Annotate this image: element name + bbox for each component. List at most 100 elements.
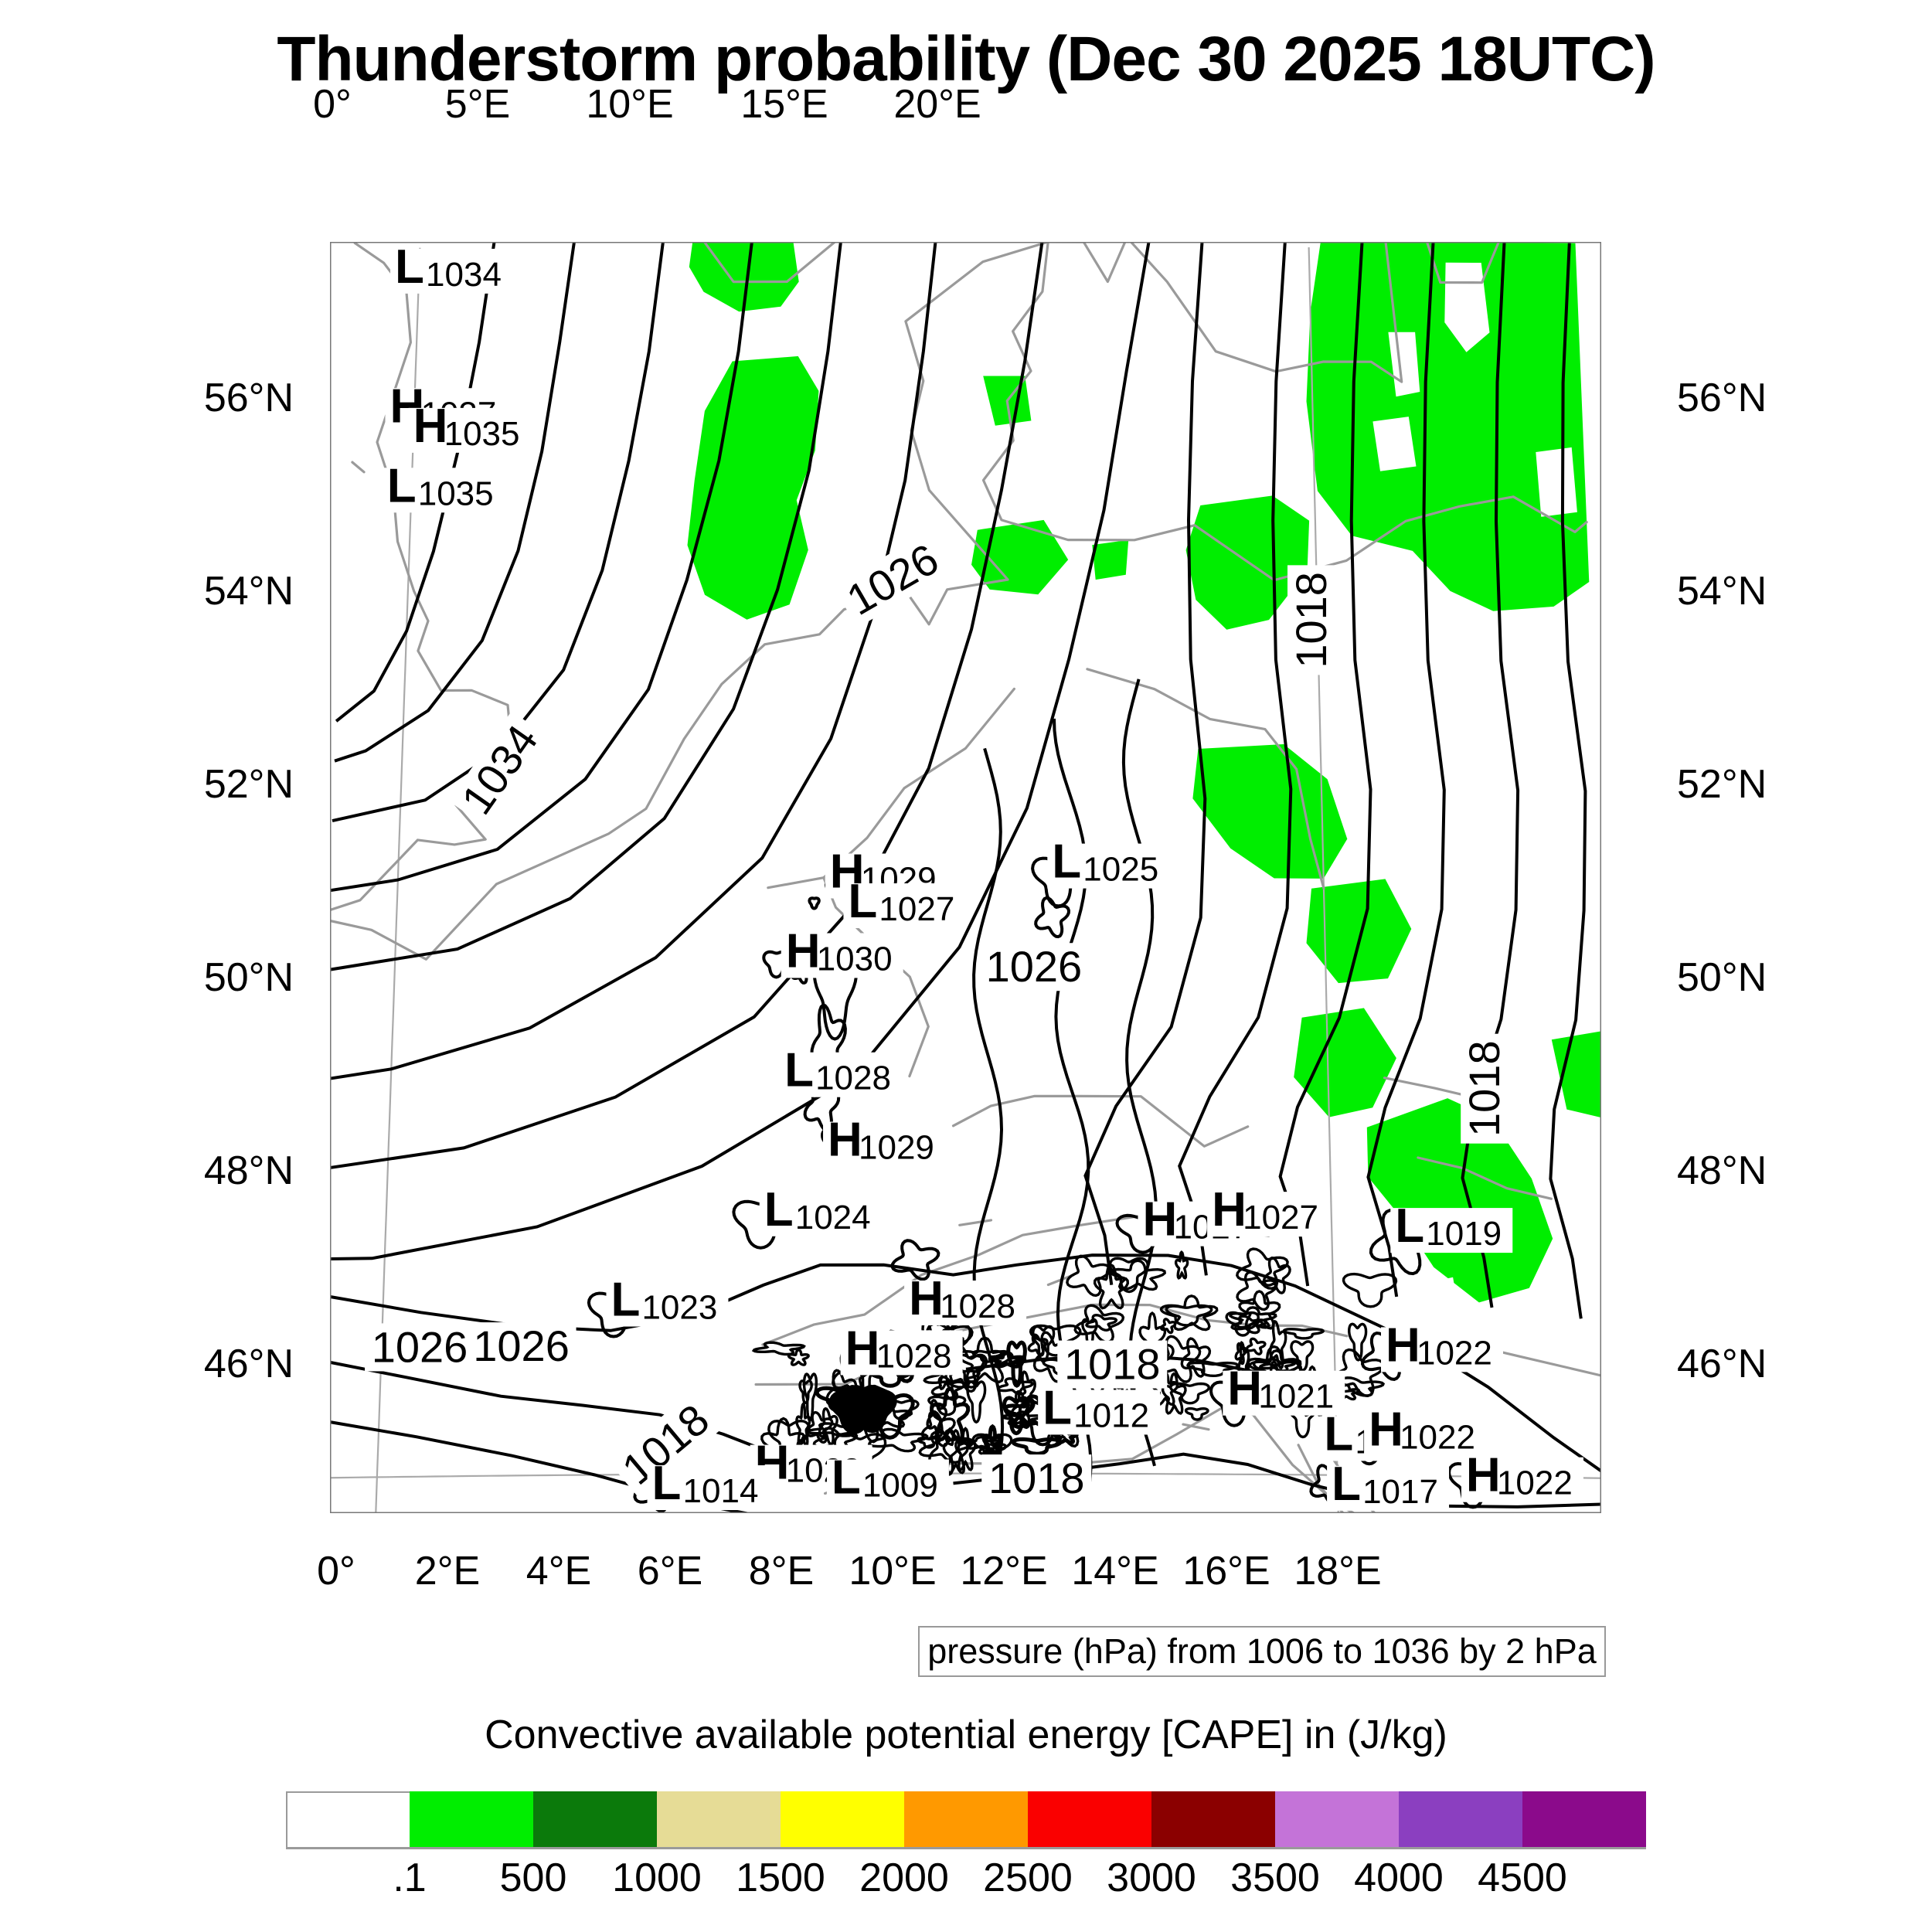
colorbar-segment-9 (1399, 1791, 1522, 1847)
pressure-extremum-value-2: 1035 (444, 415, 520, 453)
bottom-tick-2: 4°E (526, 1549, 592, 1594)
top-tick-3: 15°E (740, 82, 828, 127)
pressure-extremum-type-26: H (1466, 1449, 1501, 1502)
bottom-tick-7: 14°E (1071, 1549, 1159, 1594)
left-tick-1: 54°N (203, 569, 294, 614)
right-tick-0: 56°N (1677, 376, 1767, 420)
extremum-bg-24 (647, 1465, 770, 1511)
contour-label-bg-9 (981, 1454, 1092, 1503)
isobar-east-alpine-51 (1290, 1340, 1315, 1372)
isobar-alpine-56 (996, 1377, 1035, 1396)
colorbar-segment-1 (410, 1791, 533, 1847)
pressure-extremum-type-15: H (909, 1272, 944, 1325)
extremum-bg-12 (1207, 1192, 1330, 1237)
contour-label-bg-4 (1461, 1033, 1509, 1144)
isobar-east-alpine-54 (1180, 1337, 1212, 1378)
isobar-alpine-38 (818, 1406, 838, 1446)
isobar-east-alpine-11 (1073, 1304, 1125, 1344)
isobar-cell-3 (808, 896, 821, 910)
pressure-extremum-type-16: H (845, 1321, 880, 1375)
colorbar-segment-3 (657, 1791, 781, 1847)
cape-region-4 (1092, 539, 1129, 580)
extremum-bg-15 (904, 1280, 1027, 1325)
isobar-east-alpine-21 (1269, 1319, 1287, 1370)
cape-region-8 (1306, 879, 1412, 984)
pressure-extremum-value-26: 1022 (1497, 1464, 1573, 1502)
isobar-n-0 (335, 242, 496, 723)
extremum-bg-14 (606, 1281, 729, 1327)
isobar-east-alpine-36 (1084, 1313, 1118, 1332)
colorbar-label-8: 4000 (1354, 1855, 1444, 1900)
coastline-20 (1182, 1423, 1210, 1431)
coastline-19 (958, 1219, 993, 1226)
cape-region-6 (1306, 242, 1590, 611)
extremum-bg-19 (1038, 1389, 1161, 1435)
isobar-alpine-42 (802, 1372, 818, 1423)
extremum-bg-6 (1047, 843, 1170, 889)
isobar-east-alpine-33 (1225, 1311, 1260, 1337)
isobar-c-0 (972, 747, 1005, 1476)
pressure-extremum-value-0: 1034 (426, 256, 502, 294)
coastline-11 (951, 1094, 1250, 1148)
pressure-extremum-value-16: 1028 (876, 1337, 952, 1375)
isobar-e-3 (1366, 242, 1446, 1298)
isobar-cell-9 (1034, 896, 1071, 939)
pressure-extremum-type-2: H (413, 400, 448, 453)
isobar-east-alpine-22 (1161, 1372, 1187, 1415)
cape-hole-2 (1372, 417, 1417, 471)
pressure-extremum-value-3: 1035 (418, 474, 494, 512)
colorbar-label-7: 3500 (1230, 1855, 1320, 1900)
colorbar-segment-7 (1151, 1791, 1275, 1847)
pressure-extremum-value-10: 1024 (795, 1199, 871, 1236)
contour-label-bg-5 (365, 1323, 475, 1372)
contour-label-bg-3 (1287, 565, 1336, 675)
bottom-tick-0: 0° (317, 1549, 355, 1594)
isobar-east-alpine-34 (1174, 1250, 1189, 1280)
isobar-n-6 (330, 242, 1044, 1170)
coastline-1 (330, 242, 1049, 961)
map-plot-area[interactable]: 1034 1026 1026 1018 1018 1026 1026 1018 1018 1018… (330, 242, 1601, 1513)
pressure-extremum-value-5: 1027 (879, 890, 954, 928)
colorbar-segment-2 (533, 1791, 657, 1847)
colorbar-caption: Convective available potential energy [C… (485, 1713, 1447, 1757)
pressure-extremum-type-23: L (832, 1451, 861, 1505)
pressure-extremum-type-24: L (652, 1457, 682, 1510)
extremum-bg-18 (1223, 1370, 1345, 1416)
extremum-bg-16 (840, 1330, 963, 1376)
pressure-extremum-type-3: L (387, 459, 417, 512)
right-tick-4: 48°N (1677, 1148, 1767, 1193)
isobar-alpine-52 (960, 1435, 1003, 1450)
extremum-bg-17 (1380, 1327, 1503, 1372)
cape-hole-3 (1536, 447, 1577, 517)
pressure-extremum-type-11: H (1142, 1193, 1177, 1247)
isobar-alpine-13 (787, 1349, 810, 1366)
isobar-alpine-57 (917, 1437, 942, 1449)
isobar-n-3 (330, 242, 753, 893)
cape-region-12 (1551, 1031, 1601, 1118)
colorbar-label-2: 1000 (612, 1855, 702, 1900)
contour-label-6: 1026 (473, 1321, 570, 1370)
colorbar-segment-6 (1028, 1791, 1151, 1847)
colorbar[interactable] (286, 1791, 1646, 1849)
isobar-east-alpine-35 (1066, 1254, 1111, 1298)
cape-region-9 (1294, 1008, 1396, 1117)
isobar-e-1 (1178, 242, 1293, 1276)
colorbar-label-3: 1500 (736, 1855, 825, 1900)
colorbar-baseline (286, 1847, 1646, 1849)
pressure-extremum-type-20: L (1324, 1407, 1353, 1461)
extremum-bg-13 (1390, 1208, 1513, 1253)
pressure-extremum-type-17: H (1386, 1318, 1420, 1372)
extremum-bg-9 (823, 1121, 946, 1167)
cape-hole-4 (1409, 1277, 1461, 1327)
contour-label-4: 1018 (1460, 1040, 1509, 1137)
cape-region-7 (1192, 744, 1348, 879)
colorbar-segment-8 (1275, 1791, 1399, 1847)
isobar-east-alpine-26 (1184, 1406, 1209, 1421)
isobar-east-alpine-44 (1282, 1328, 1325, 1340)
contour-label-bg-1 (833, 531, 953, 628)
bottom-tick-4: 8°E (748, 1549, 815, 1594)
extremum-bg-2 (408, 407, 531, 453)
colorbar-label-1: 500 (499, 1855, 567, 1900)
extremum-bg-25 (1327, 1465, 1450, 1511)
top-tick-1: 5°E (444, 82, 511, 127)
